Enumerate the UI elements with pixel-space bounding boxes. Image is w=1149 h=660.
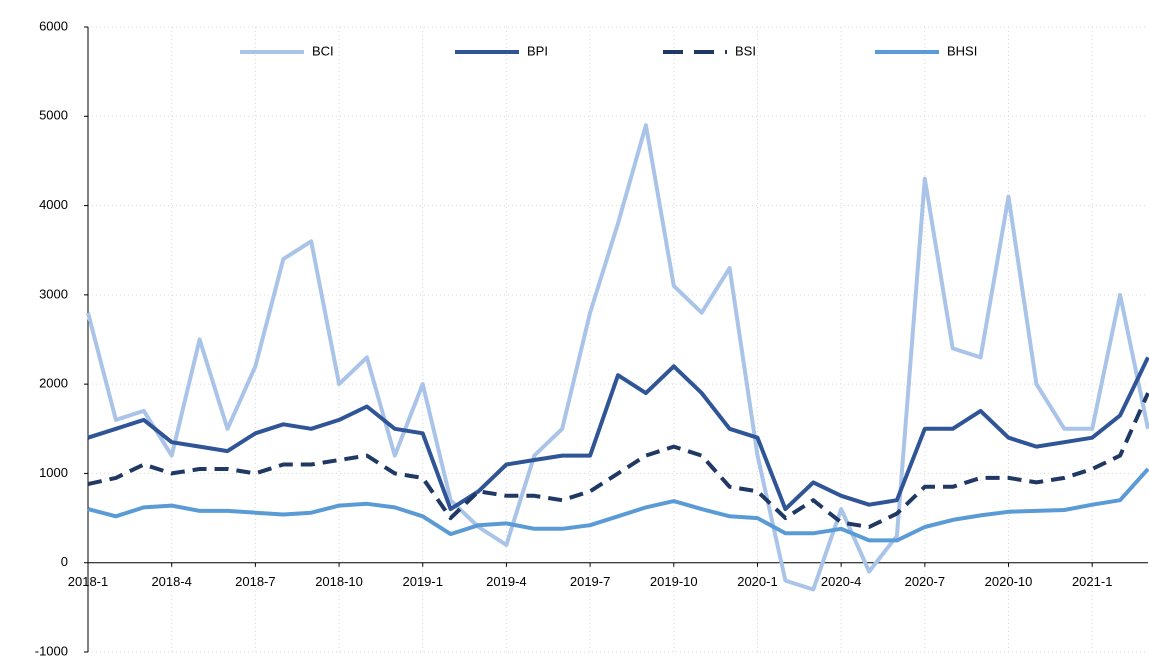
legend-label: BHSI xyxy=(947,43,977,58)
x-tick-label: 2021-1 xyxy=(1072,574,1112,589)
y-tick-label: 3000 xyxy=(39,286,68,301)
y-tick-label: 0 xyxy=(61,554,68,569)
legend-label: BPI xyxy=(527,43,548,58)
x-tick-label: 2020-10 xyxy=(985,574,1033,589)
x-tick-label: 2020-4 xyxy=(821,574,861,589)
x-tick-label: 2018-7 xyxy=(235,574,275,589)
series-line xyxy=(87,356,1149,512)
x-tick-label: 2020-7 xyxy=(905,574,945,589)
y-tick-label: 1000 xyxy=(39,465,68,480)
legend-label: BSI xyxy=(735,43,756,58)
x-tick-label: 2018-4 xyxy=(151,574,191,589)
x-tick-label: 2019-1 xyxy=(402,574,442,589)
series-line xyxy=(87,392,1149,529)
x-tick-label: 2019-10 xyxy=(650,574,698,589)
y-tick-label: 5000 xyxy=(39,108,68,123)
y-tick-label: 2000 xyxy=(39,376,68,391)
x-tick-label: 2018-10 xyxy=(315,574,363,589)
y-tick-label: -1000 xyxy=(35,643,68,658)
y-tick-label: 6000 xyxy=(39,18,68,33)
legend-label: BCI xyxy=(312,43,334,58)
x-tick-label: 2019-4 xyxy=(486,574,526,589)
y-tick-label: 4000 xyxy=(39,197,68,212)
series-line xyxy=(87,467,1149,543)
x-tick-label: 2020-1 xyxy=(737,574,777,589)
x-tick-label: 2019-7 xyxy=(570,574,610,589)
series-line xyxy=(86,123,1149,592)
